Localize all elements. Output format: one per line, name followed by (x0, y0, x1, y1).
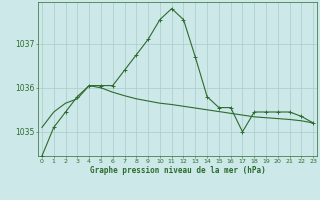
X-axis label: Graphe pression niveau de la mer (hPa): Graphe pression niveau de la mer (hPa) (90, 166, 266, 175)
